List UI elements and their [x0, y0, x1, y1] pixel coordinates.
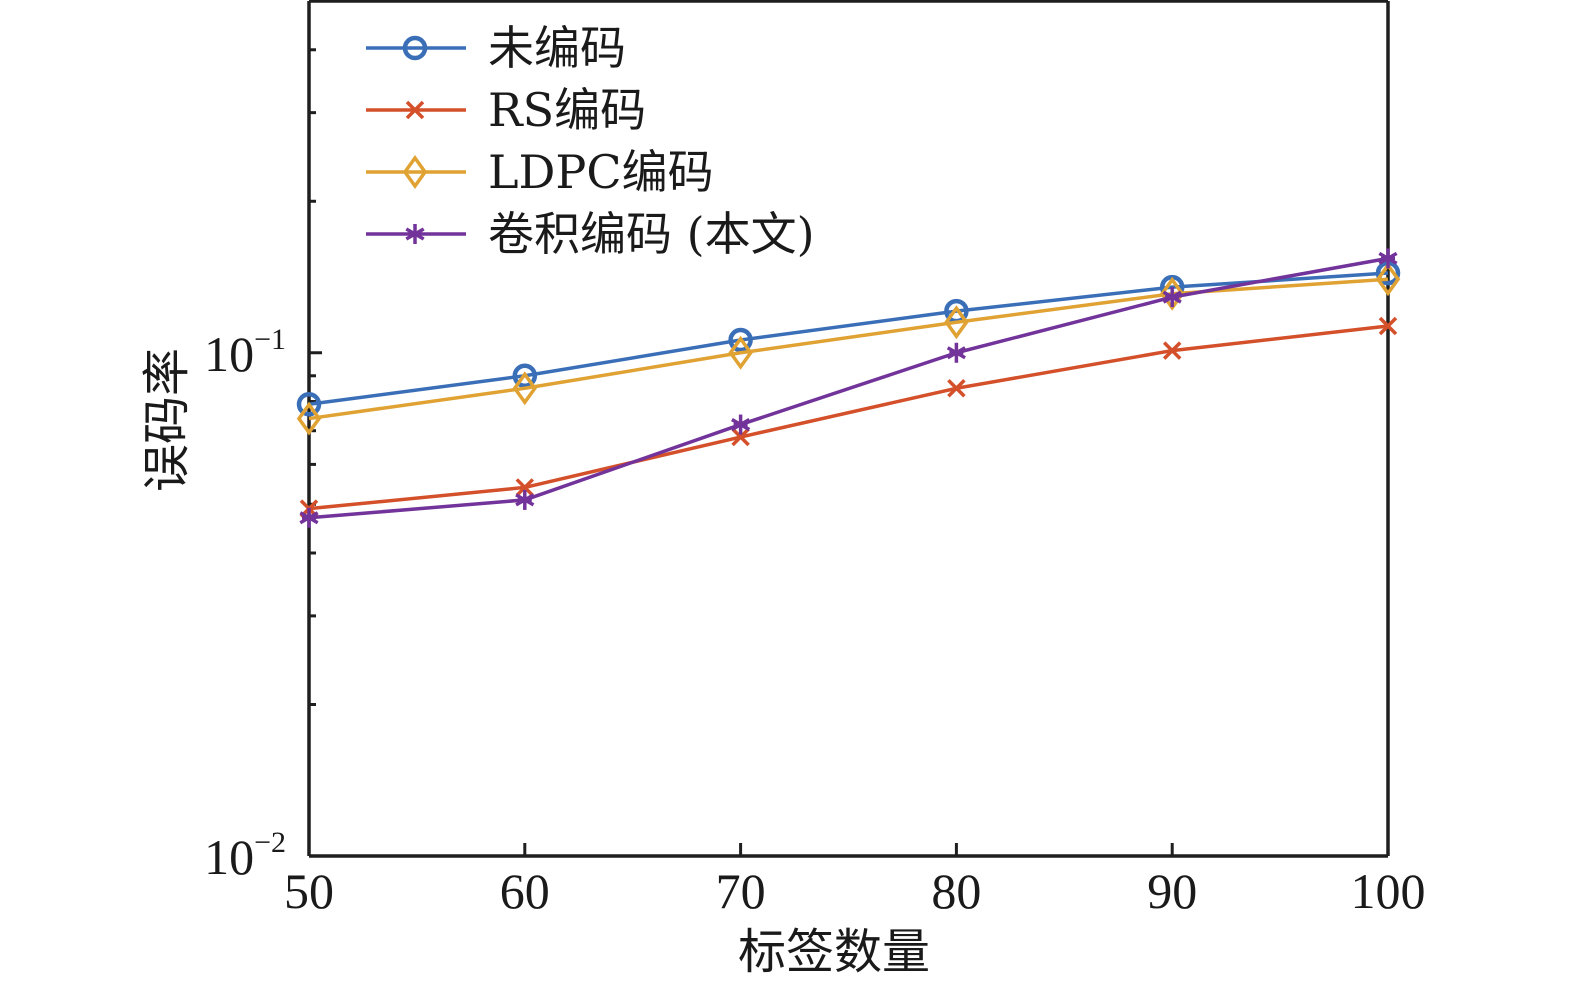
legend-item: RS编码: [366, 83, 646, 137]
series-4: [299, 248, 1398, 528]
series-line: [308, 256, 1389, 520]
series-line: [308, 324, 1389, 511]
series-line: [308, 277, 1389, 421]
legend-label: 未编码: [488, 21, 626, 75]
data-point-circle: [296, 392, 322, 417]
legend-marker-asterisk: [405, 224, 425, 244]
legend-label: 卷积编码 (本文): [488, 207, 815, 261]
data-point-asterisk: [1162, 287, 1182, 308]
legend-marker-x: [405, 100, 425, 120]
data-point-diamond: [1159, 276, 1185, 311]
legend-label: LDPC编码: [488, 145, 714, 199]
data-point-asterisk: [299, 507, 319, 528]
data-point-diamond: [296, 401, 322, 436]
data-point-x: [947, 379, 966, 398]
data-point-x: [1378, 316, 1398, 336]
data-point-asterisk: [946, 342, 966, 363]
data-point-asterisk: [1378, 248, 1398, 269]
x-axis-label: 标签数量: [738, 924, 930, 980]
data-point-circle: [512, 363, 538, 389]
data-point-x: [515, 478, 535, 497]
series-2: [299, 316, 1398, 518]
legend-item: 卷积编码 (本文): [366, 207, 815, 261]
legend-label: RS编码: [488, 83, 646, 137]
x-tick-label: 60: [500, 863, 550, 919]
legend-marker-circle: [402, 35, 428, 61]
axes: 50 60 70 80 90 100 10−2 10−1: [204, 0, 1426, 919]
data-point-circle: [728, 327, 753, 353]
x-tick-label: 80: [931, 863, 981, 919]
data-point-diamond: [728, 335, 753, 370]
series-3: [296, 262, 1401, 436]
data-point-asterisk: [515, 489, 535, 510]
x-tick-label: 100: [1351, 863, 1426, 919]
data-point-x: [1162, 341, 1182, 360]
y-axis-label: 误码率: [139, 348, 195, 492]
legend-marker-diamond: [402, 155, 428, 189]
data-point-diamond: [944, 305, 969, 340]
legend-item: LDPC编码: [366, 145, 714, 199]
y-tick-label: 10−2: [204, 826, 286, 885]
legend-item: 未编码: [366, 21, 626, 75]
data-point-diamond: [1375, 262, 1401, 297]
x-tick-label: 50: [284, 863, 334, 919]
series-line: [308, 271, 1389, 407]
series-layer: [296, 248, 1401, 528]
data-point-x: [731, 427, 750, 447]
x-tick-label: 90: [1147, 863, 1197, 919]
y-tick-label: 10−1: [204, 323, 286, 382]
data-point-diamond: [512, 371, 538, 406]
data-point-asterisk: [731, 414, 751, 435]
x-tick-label: 70: [716, 863, 766, 919]
